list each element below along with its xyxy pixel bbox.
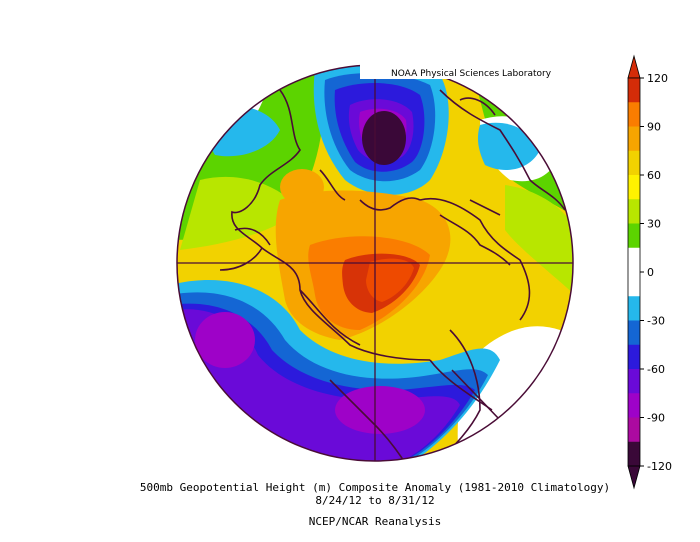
colorbar-segment	[628, 78, 640, 103]
colorbar-segment	[628, 199, 640, 224]
colorbar: 120 90 60 30 0 -30 -60 -90 -120	[627, 54, 672, 490]
colorbar-tick-label: -30	[647, 315, 665, 328]
credit-label: NOAA Physical Sciences Laboratory	[391, 69, 552, 79]
colorbar-tick-label: -120	[647, 460, 672, 473]
colorbar-segment	[628, 344, 640, 370]
colorbar-tick-label: 60	[647, 169, 661, 182]
colorbar-segment	[628, 296, 640, 321]
caption-source: NCEP/NCAR Reanalysis	[308, 515, 442, 528]
caption-dates: 8/24/12 to 8/31/12	[315, 494, 435, 507]
colorbar-segment	[628, 175, 640, 200]
credit-box	[360, 64, 582, 79]
colorbar-tick-label: 90	[647, 121, 661, 134]
colorbar-segment	[628, 150, 640, 176]
colorbar-segment	[628, 417, 640, 443]
colorbar-arrow-top	[627, 54, 641, 79]
colorbar-segment	[628, 126, 640, 152]
colorbar-segment	[628, 102, 640, 127]
colorbar-segment	[628, 369, 640, 394]
colorbar-tick-label: 30	[647, 218, 661, 231]
caption-title: 500mb Geopotential Height (m) Composite …	[139, 481, 611, 494]
colorbar-tick-label: -90	[647, 412, 665, 425]
colorbar-segment	[628, 393, 640, 418]
colorbar-tick-label: 0	[647, 266, 654, 279]
colorbar-segment	[628, 320, 640, 346]
colorbar-segment	[628, 223, 640, 249]
colorbar-tick-label: 120	[647, 72, 668, 85]
colorbar-segment	[628, 247, 640, 273]
colorbar-segment	[628, 441, 640, 467]
colorbar-tick-label: -60	[647, 363, 665, 376]
colorbar-segment	[628, 272, 640, 297]
